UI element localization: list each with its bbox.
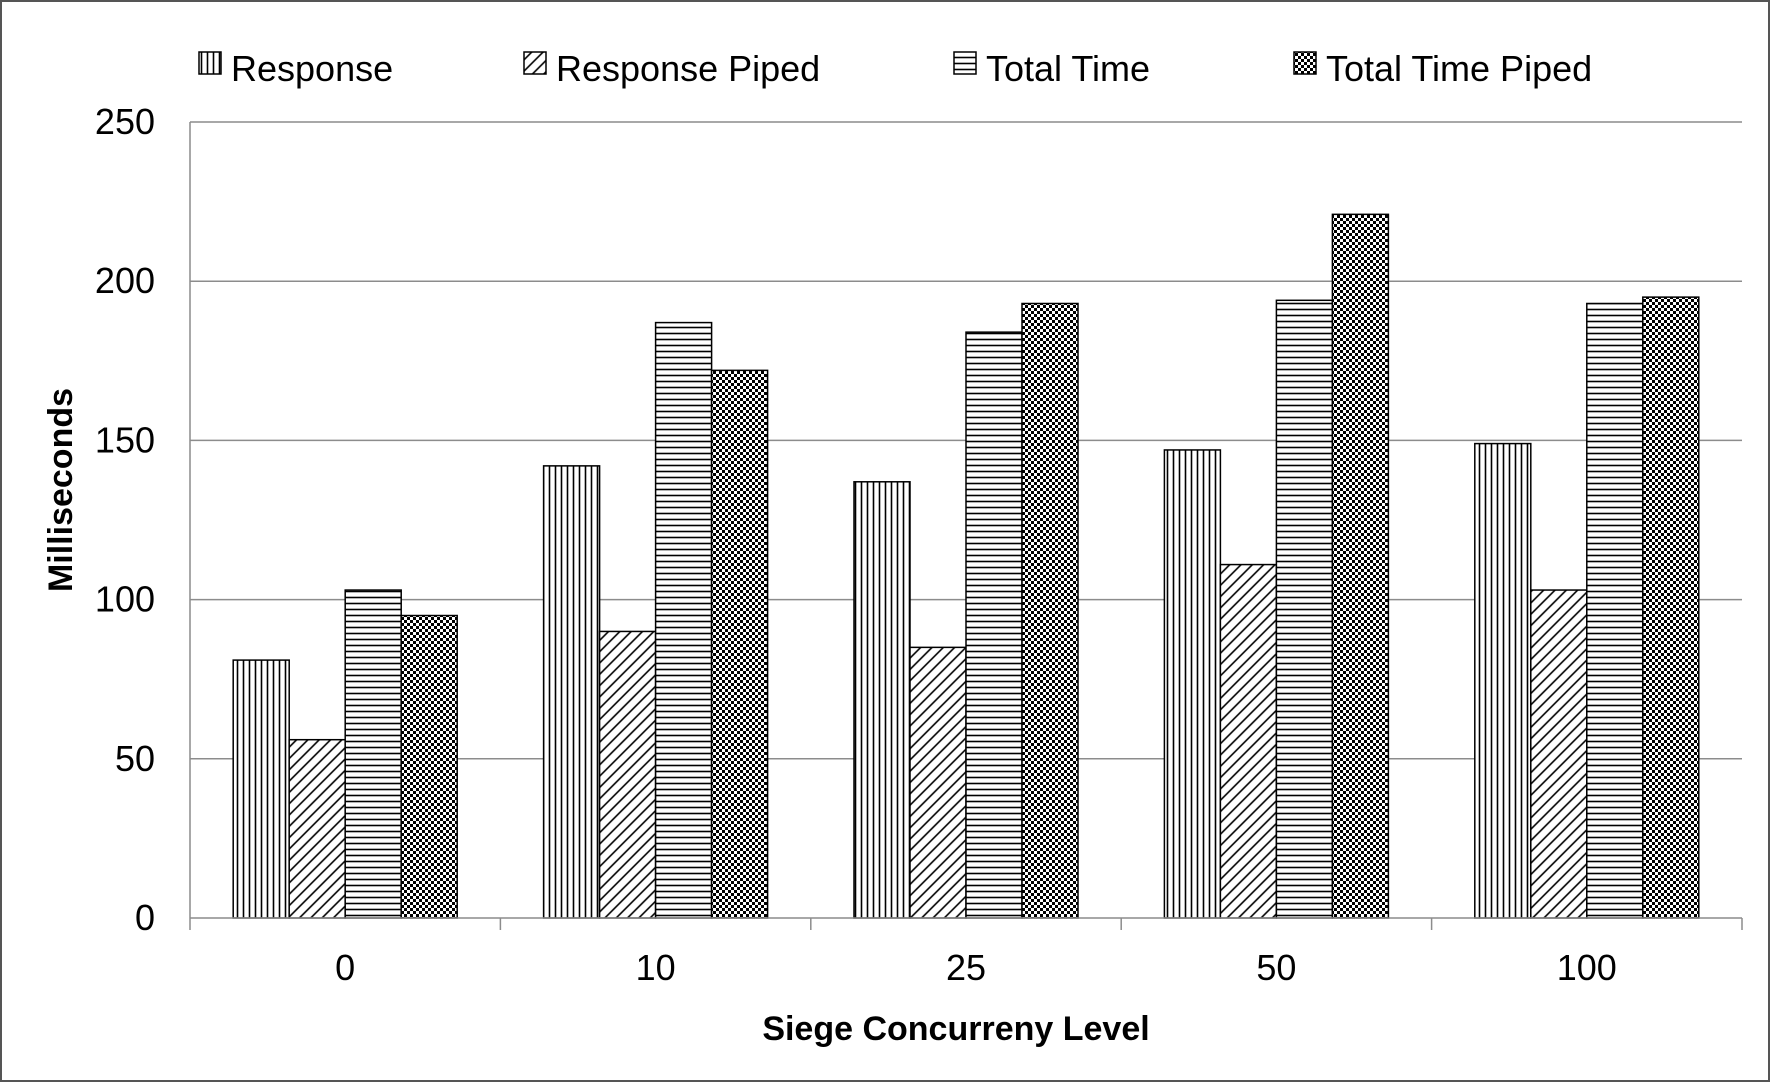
bar-total-time-piped-50: [1331, 213, 1390, 919]
bar-total-time-25: [965, 331, 1023, 919]
bar-total-time-piped-0: [400, 614, 458, 919]
y-tick-label: 250: [95, 101, 155, 142]
bar-response-0: [232, 659, 290, 919]
y-tick-label: 50: [115, 738, 155, 779]
bar-total-time-piped-10: [710, 369, 769, 919]
bar-response-piped-0: [288, 738, 346, 919]
axes: 0 50 100 150 200 250 0 10 25 50 100: [95, 101, 1743, 988]
legend-label: Total Time: [986, 48, 1150, 89]
bar-response-piped-100: [1530, 589, 1588, 919]
bar-total-time-piped-25: [1021, 302, 1079, 919]
x-tick-label: 50: [1256, 947, 1296, 988]
bar-response-piped-50: [1219, 563, 1278, 919]
bar-response-10: [542, 465, 601, 919]
x-tick-label: 0: [335, 947, 355, 988]
y-tick-label: 100: [95, 579, 155, 620]
legend-label: Total Time Piped: [1326, 48, 1592, 89]
legend-swatch-response-piped: [523, 51, 547, 75]
x-tick-label: 10: [636, 947, 676, 988]
legend: Response Response Piped Total Time Total Ti…: [198, 48, 1592, 89]
bar-total-time-50: [1275, 299, 1334, 919]
y-tick-label: 150: [95, 419, 155, 460]
x-tick-label: 25: [946, 947, 986, 988]
legend-label: Response Piped: [556, 48, 820, 89]
y-tick-label: 200: [95, 260, 155, 301]
bar-response-50: [1163, 449, 1222, 919]
bar-response-100: [1474, 442, 1532, 919]
legend-label: Response: [231, 48, 393, 89]
bar-response-piped-25: [909, 646, 967, 919]
legend-swatch-total-time-piped: [1293, 51, 1317, 75]
bar-total-time-0: [344, 589, 402, 919]
bar-total-time-piped-100: [1642, 296, 1700, 919]
legend-swatch-total-time: [953, 51, 977, 75]
x-tick-label: 100: [1557, 947, 1617, 988]
y-axis-title: Milliseconds: [42, 388, 80, 592]
bar-total-time-100: [1586, 302, 1644, 919]
bar-total-time-10: [654, 321, 713, 919]
y-tick-label: 0: [135, 897, 155, 938]
x-axis-title: Siege Concurreny Level: [762, 1010, 1149, 1048]
bars: [232, 213, 1700, 919]
bar-response-piped-10: [598, 630, 657, 919]
bar-response-25: [853, 481, 911, 919]
legend-swatch-response: [198, 51, 222, 75]
